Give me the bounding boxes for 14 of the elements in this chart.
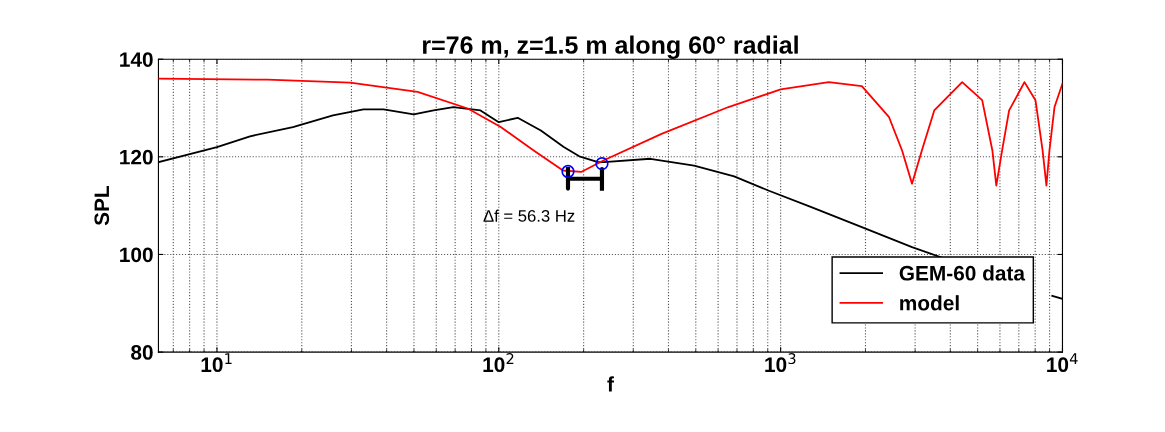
x-tick-label: 10$^{3}$: [765, 353, 796, 373]
y-axis-title: SPL: [94, 186, 110, 226]
x-tick-label: 10$^{1}$: [201, 353, 232, 373]
y-tick-label: 140: [120, 52, 153, 67]
y-tick-label: 100: [120, 247, 153, 263]
annotation: Δf = 56.3 Hz: [483, 209, 575, 222]
y-tick-label: 120: [120, 149, 153, 165]
legend-label: GEM-60 data: [899, 265, 1026, 281]
x-tick-label: 10$^{2}$: [483, 353, 514, 373]
x-tick-label: 10$^{4}$: [1047, 353, 1078, 373]
x-axis-title: f: [607, 376, 614, 392]
legend-label: model: [900, 295, 959, 311]
chart-title: r=76 m, z=1.5 m along 60° radial: [423, 35, 798, 59]
y-tick-label: 80: [131, 345, 153, 360]
